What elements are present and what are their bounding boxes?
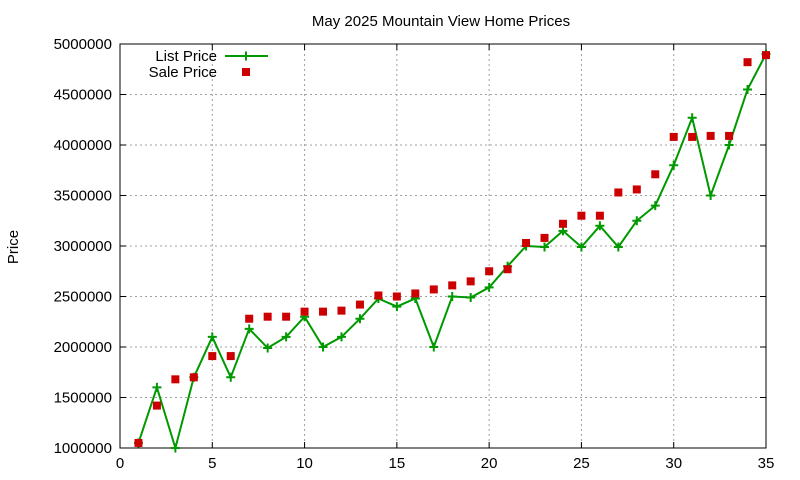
x-tick-label: 20 — [481, 455, 498, 472]
data-point-list-price — [484, 282, 494, 292]
data-point-sale-price — [319, 307, 328, 316]
data-point-sale-price — [540, 233, 549, 242]
y-tick-label: 1500000 — [54, 390, 112, 407]
y-tick-label: 2000000 — [54, 339, 112, 356]
data-point-sale-price — [762, 51, 770, 60]
data-point-list-price — [466, 293, 476, 303]
data-point-list-price — [281, 332, 291, 342]
data-point-sale-price — [374, 291, 383, 300]
legend-label-sale-price: Sale Price — [149, 64, 217, 81]
legend-marker-list-price — [241, 51, 251, 61]
data-point-list-price — [595, 221, 605, 231]
x-tick-label: 15 — [389, 455, 406, 472]
data-point-sale-price — [392, 292, 401, 301]
data-point-list-price — [558, 226, 568, 236]
data-point-sale-price — [595, 211, 604, 220]
x-tick-label: 0 — [116, 455, 124, 472]
data-point-sale-price — [632, 185, 641, 194]
data-point-list-price — [613, 242, 623, 252]
data-point-sale-price — [134, 438, 143, 447]
data-point-list-price — [226, 372, 236, 382]
data-point-list-price — [576, 242, 586, 252]
data-point-sale-price — [706, 131, 715, 140]
x-tick-label: 35 — [758, 455, 775, 472]
data-point-sale-price — [226, 352, 235, 361]
data-point-list-price — [632, 216, 642, 226]
data-point-list-price — [152, 382, 162, 392]
data-point-sale-price — [152, 401, 161, 410]
y-tick-label: 3500000 — [54, 188, 112, 205]
data-point-list-price — [318, 342, 328, 352]
series-layer — [133, 49, 771, 453]
legend: List Price Sale Price — [149, 48, 268, 81]
y-tick-label: 1000000 — [54, 440, 112, 457]
data-point-sale-price — [485, 267, 494, 276]
data-point-sale-price — [522, 238, 531, 247]
data-point-list-price — [355, 314, 365, 324]
data-point-sale-price — [725, 131, 734, 140]
y-tick-label: 4000000 — [54, 137, 112, 154]
legend-marker-sale-price — [242, 68, 250, 76]
data-point-sale-price — [337, 306, 346, 315]
data-point-sale-price — [503, 265, 512, 274]
x-tick-label: 10 — [296, 455, 313, 472]
data-point-sale-price — [355, 300, 364, 309]
data-point-list-price — [687, 113, 697, 123]
data-point-list-price — [207, 332, 217, 342]
data-point-list-price — [650, 201, 660, 211]
grid — [120, 44, 766, 448]
series-line-list-price — [137, 53, 767, 452]
data-point-list-price — [743, 84, 753, 94]
x-tick-label: 30 — [665, 455, 682, 472]
legend-label-list-price: List Price — [155, 48, 217, 65]
data-point-sale-price — [614, 188, 623, 197]
data-point-sale-price — [669, 132, 678, 141]
data-point-sale-price — [429, 285, 438, 294]
data-point-sale-price — [263, 312, 272, 321]
y-tick-label: 3000000 — [54, 238, 112, 255]
data-point-list-price — [429, 342, 439, 352]
y-tick-label: 4500000 — [54, 87, 112, 104]
chart-title: May 2025 Mountain View Home Prices — [312, 13, 570, 30]
data-point-sale-price — [651, 170, 660, 179]
data-point-list-price — [170, 443, 180, 453]
data-point-list-price — [447, 292, 457, 301]
x-tick-label: 5 — [208, 455, 216, 472]
data-point-sale-price — [171, 375, 180, 384]
axis-ticks: 0 5 10 15 20 25 30 35 1000000 1500000 2000000 25000… — [54, 36, 775, 472]
y-axis-label: Price — [5, 230, 22, 264]
data-point-sale-price — [300, 307, 309, 316]
x-tick-label: 25 — [573, 455, 590, 472]
data-point-sale-price — [743, 58, 752, 67]
data-point-list-price — [263, 343, 273, 353]
data-point-sale-price — [688, 132, 697, 141]
data-point-sale-price — [208, 352, 217, 361]
data-point-sale-price — [577, 211, 586, 220]
y-tick-label: 2500000 — [54, 289, 112, 306]
data-point-sale-price — [245, 314, 254, 323]
data-point-sale-price — [448, 281, 457, 290]
data-point-sale-price — [282, 312, 291, 321]
data-point-sale-price — [411, 289, 420, 298]
data-point-list-price — [669, 160, 679, 170]
data-point-list-price — [706, 191, 716, 200]
data-point-sale-price — [189, 373, 198, 382]
data-point-sale-price — [466, 277, 475, 286]
y-tick-label: 5000000 — [54, 36, 112, 53]
data-point-list-price — [392, 302, 402, 312]
data-point-list-price — [724, 140, 734, 150]
data-point-list-price — [244, 324, 254, 334]
data-point-list-price — [540, 242, 550, 252]
data-point-list-price — [336, 332, 346, 342]
data-point-sale-price — [558, 219, 567, 228]
